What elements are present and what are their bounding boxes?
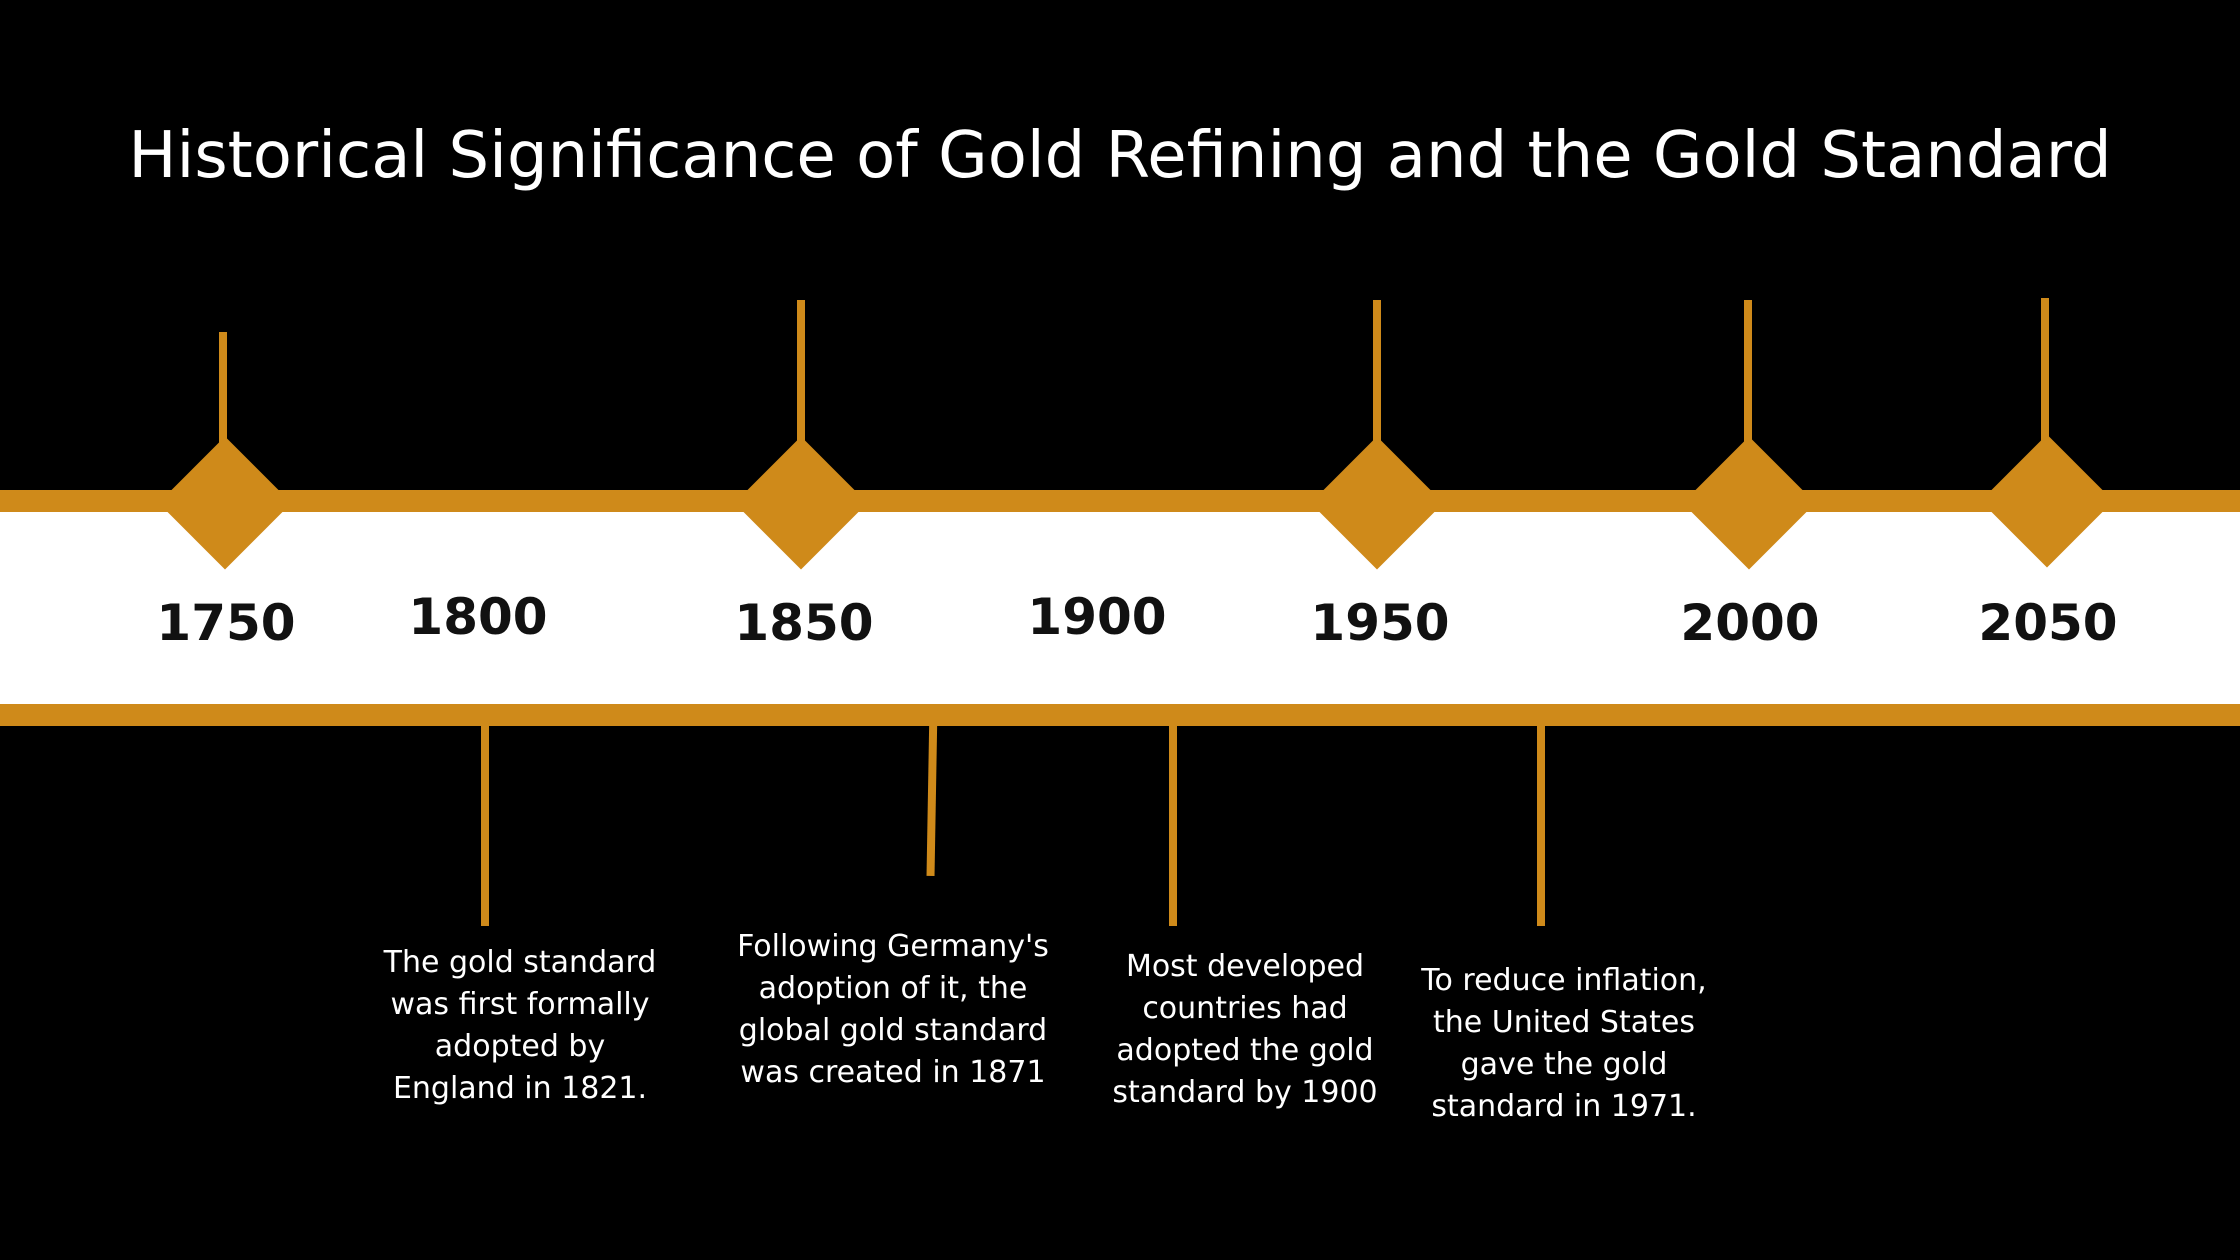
- event-stem-1950: [1537, 726, 1545, 926]
- event-stem-1850: [926, 705, 938, 877]
- marker-stem-1750: [219, 332, 227, 444]
- event-text-1900: Most developed countries had adopted the…: [1112, 949, 1378, 1110]
- timeline-band: [0, 490, 2240, 726]
- year-label-1750: 1750: [156, 594, 296, 652]
- event-text-1950: To reduce inflation, the United States g…: [1421, 963, 1707, 1124]
- marker-stem-1950: [1373, 300, 1381, 444]
- year-label-1900: 1900: [1027, 588, 1167, 646]
- year-label-2050: 2050: [1978, 594, 2118, 652]
- marker-stem-2050: [2041, 298, 2049, 444]
- marker-stem-2000: [1744, 300, 1752, 444]
- marker-stem-1850: [797, 300, 805, 444]
- event-stem-1800: [481, 726, 489, 926]
- event-text-1800: The gold standard was first formally ado…: [383, 945, 657, 1106]
- event-stem-1900: [1169, 726, 1177, 926]
- year-label-1950: 1950: [1310, 594, 1450, 652]
- page-title: Historical Significance of Gold Refining…: [128, 119, 2112, 193]
- year-label-1800: 1800: [408, 588, 548, 646]
- event-text-1850: Following Germany's adoption of it, the …: [737, 929, 1049, 1090]
- year-label-2000: 2000: [1680, 594, 1820, 652]
- year-label-1850: 1850: [734, 594, 874, 652]
